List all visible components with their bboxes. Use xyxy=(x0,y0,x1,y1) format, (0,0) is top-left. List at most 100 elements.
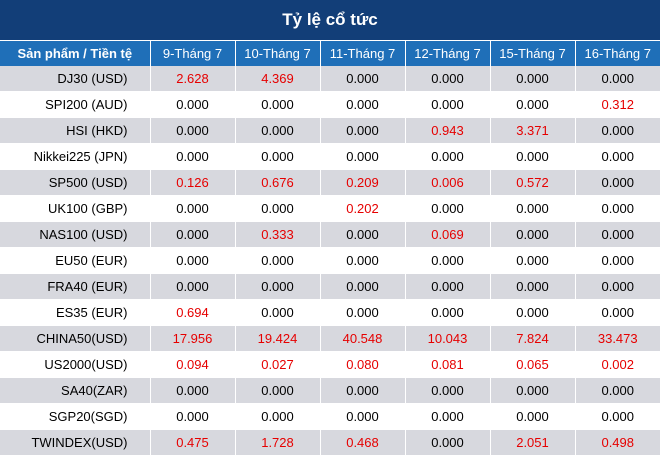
product-cell: HSI (HKD) xyxy=(0,117,151,144)
dividend-value-cell: 0.000 xyxy=(150,91,236,118)
dividend-value-cell: 0.000 xyxy=(575,66,660,92)
dividend-value-cell: 0.498 xyxy=(575,429,660,456)
dividend-value-cell: 0.943 xyxy=(405,117,491,144)
dividend-value-cell: 0.000 xyxy=(150,403,236,430)
dividend-value-cell: 0.000 xyxy=(150,247,236,274)
table-row: HSI (HKD) 0.000 0.000 0.000 0.943 3.371 0.000 xyxy=(0,117,660,144)
column-header-date: 9-Tháng 7 xyxy=(150,41,236,66)
dividend-value-cell: 0.000 xyxy=(150,117,236,144)
dividend-value-cell: 0.572 xyxy=(490,169,576,196)
dividend-value-cell: 2.051 xyxy=(490,429,576,456)
dividend-value-cell: 0.000 xyxy=(490,299,576,326)
product-cell: SP500 (USD) xyxy=(0,169,151,196)
dividend-value-cell: 0.000 xyxy=(235,195,321,222)
dividend-value-cell: 1.728 xyxy=(235,429,321,456)
table-row: TWINDEX(USD) 0.475 1.728 0.468 0.000 2.051 0.4… xyxy=(0,429,660,456)
dividend-value-cell: 0.000 xyxy=(490,91,576,118)
dividend-value-cell: 0.000 xyxy=(405,273,491,300)
dividend-value-cell: 0.126 xyxy=(150,169,236,196)
dividend-value-cell: 0.000 xyxy=(405,91,491,118)
dividend-value-cell: 0.000 xyxy=(405,377,491,404)
dividend-table: Sản phẩm / Tiền tệ 9-Tháng 7 10-Tháng 7 … xyxy=(0,41,660,456)
dividend-value-cell: 0.000 xyxy=(575,247,660,274)
dividend-value-cell: 0.000 xyxy=(490,143,576,170)
dividend-value-cell: 0.475 xyxy=(150,429,236,456)
dividend-value-cell: 0.000 xyxy=(490,403,576,430)
dividend-value-cell: 0.094 xyxy=(150,351,236,378)
dividend-value-cell: 0.000 xyxy=(490,221,576,248)
product-cell: Nikkei225 (JPN) xyxy=(0,143,151,170)
dividend-value-cell: 0.000 xyxy=(320,221,406,248)
product-cell: SPI200 (AUD) xyxy=(0,91,151,118)
dividend-value-cell: 0.000 xyxy=(320,299,406,326)
dividend-value-cell: 7.824 xyxy=(490,325,576,352)
dividend-value-cell: 0.676 xyxy=(235,169,321,196)
dividend-value-cell: 0.000 xyxy=(490,273,576,300)
dividend-value-cell: 0.000 xyxy=(575,195,660,222)
dividend-value-cell: 0.002 xyxy=(575,351,660,378)
dividend-value-cell: 0.080 xyxy=(320,351,406,378)
dividend-value-cell: 0.000 xyxy=(405,195,491,222)
dividend-value-cell: 10.043 xyxy=(405,325,491,352)
dividend-value-cell: 0.000 xyxy=(320,91,406,118)
dividend-value-cell: 0.000 xyxy=(235,377,321,404)
dividend-value-cell: 0.081 xyxy=(405,351,491,378)
dividend-value-cell: 0.000 xyxy=(490,66,576,92)
dividend-value-cell: 0.000 xyxy=(405,429,491,456)
dividend-value-cell: 0.000 xyxy=(405,143,491,170)
dividend-value-cell: 0.000 xyxy=(235,273,321,300)
dividend-value-cell: 0.000 xyxy=(150,377,236,404)
dividend-value-cell: 0.000 xyxy=(320,377,406,404)
product-cell: TWINDEX(USD) xyxy=(0,429,151,456)
dividend-value-cell: 3.371 xyxy=(490,117,576,144)
product-cell: DJ30 (USD) xyxy=(0,66,151,92)
dividend-value-cell: 0.000 xyxy=(575,403,660,430)
column-header-date: 16-Tháng 7 xyxy=(575,41,660,66)
column-header-date: 15-Tháng 7 xyxy=(490,41,576,66)
dividend-value-cell: 0.333 xyxy=(235,221,321,248)
dividend-value-cell: 0.000 xyxy=(575,221,660,248)
dividend-value-cell: 0.000 xyxy=(405,66,491,92)
header-row: Sản phẩm / Tiền tệ 9-Tháng 7 10-Tháng 7 … xyxy=(0,41,660,66)
dividend-value-cell: 0.000 xyxy=(235,117,321,144)
dividend-value-cell: 0.000 xyxy=(320,117,406,144)
dividend-value-cell: 0.000 xyxy=(575,299,660,326)
product-cell: SGP20(SGD) xyxy=(0,403,151,430)
dividend-value-cell: 0.006 xyxy=(405,169,491,196)
table-row: US2000(USD) 0.094 0.027 0.080 0.081 0.065 0.00… xyxy=(0,351,660,378)
dividend-value-cell: 0.000 xyxy=(575,169,660,196)
table-row: UK100 (GBP) 0.000 0.000 0.202 0.000 0.000 0.00… xyxy=(0,195,660,222)
dividend-value-cell: 0.000 xyxy=(320,143,406,170)
product-cell: UK100 (GBP) xyxy=(0,195,151,222)
column-header-date: 12-Tháng 7 xyxy=(405,41,491,66)
dividend-value-cell: 0.000 xyxy=(575,117,660,144)
table-row: DJ30 (USD) 2.628 4.369 0.000 0.000 0.000 0.000 xyxy=(0,66,660,92)
dividend-value-cell: 0.000 xyxy=(575,377,660,404)
dividend-value-cell: 0.000 xyxy=(235,403,321,430)
column-header-date: 10-Tháng 7 xyxy=(235,41,321,66)
dividend-value-cell: 0.000 xyxy=(320,403,406,430)
dividend-value-cell: 0.000 xyxy=(405,403,491,430)
table-row: Nikkei225 (JPN) 0.000 0.000 0.000 0.000 0.000… xyxy=(0,143,660,170)
dividend-value-cell: 0.000 xyxy=(320,247,406,274)
dividend-value-cell: 0.000 xyxy=(490,377,576,404)
dividend-value-cell: 0.312 xyxy=(575,91,660,118)
dividend-value-cell: 0.065 xyxy=(490,351,576,378)
product-cell: FRA40 (EUR) xyxy=(0,273,151,300)
product-cell: CHINA50(USD) xyxy=(0,325,151,352)
dividend-value-cell: 0.000 xyxy=(575,143,660,170)
dividend-value-cell: 0.000 xyxy=(150,143,236,170)
dividend-value-cell: 0.000 xyxy=(235,143,321,170)
dividend-value-cell: 0.000 xyxy=(150,221,236,248)
product-cell: ES35 (EUR) xyxy=(0,299,151,326)
dividend-value-cell: 0.000 xyxy=(575,273,660,300)
dividend-value-cell: 0.027 xyxy=(235,351,321,378)
dividend-value-cell: 40.548 xyxy=(320,325,406,352)
dividend-value-cell: 0.000 xyxy=(490,247,576,274)
dividend-value-cell: 0.000 xyxy=(150,273,236,300)
dividend-value-cell: 0.069 xyxy=(405,221,491,248)
product-cell: NAS100 (USD) xyxy=(0,221,151,248)
dividend-value-cell: 0.000 xyxy=(405,299,491,326)
product-cell: EU50 (EUR) xyxy=(0,247,151,274)
dividend-value-cell: 0.000 xyxy=(320,66,406,92)
